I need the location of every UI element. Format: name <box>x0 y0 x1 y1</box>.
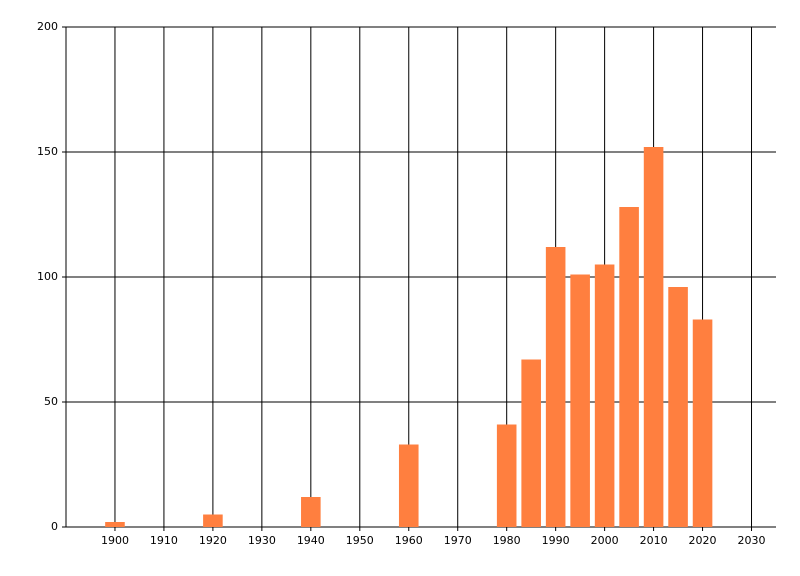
x-tick-label: 1910 <box>150 534 178 547</box>
bar <box>668 287 688 527</box>
bar <box>398 444 419 527</box>
x-tick-label: 1980 <box>493 534 521 547</box>
x-tick-label: 1940 <box>297 534 325 547</box>
x-tick-label: 1950 <box>346 534 374 547</box>
bar <box>521 359 541 527</box>
bar <box>301 497 321 527</box>
bar <box>545 247 566 527</box>
y-tick-label: 0 <box>51 520 58 533</box>
x-tick-label: 1920 <box>199 534 227 547</box>
y-tick-label: 150 <box>37 145 58 158</box>
bar <box>643 147 664 527</box>
bar <box>570 274 590 527</box>
x-tick-label: 2030 <box>738 534 766 547</box>
y-tick-label: 50 <box>44 395 58 408</box>
x-tick-label: 2020 <box>689 534 717 547</box>
x-tick-label: 2000 <box>591 534 619 547</box>
y-tick-label: 100 <box>37 270 58 283</box>
y-tick-label: 200 <box>37 20 58 33</box>
bar <box>619 207 639 527</box>
bar <box>105 522 125 527</box>
x-tick-label: 2010 <box>640 534 668 547</box>
bar <box>594 264 615 527</box>
x-tick-label: 1970 <box>444 534 472 547</box>
x-tick-label: 1930 <box>248 534 276 547</box>
bar <box>692 319 713 527</box>
x-tick-label: 1900 <box>101 534 129 547</box>
x-tick-label: 1990 <box>542 534 570 547</box>
bar <box>203 514 223 527</box>
x-tick-label: 1960 <box>395 534 423 547</box>
bar <box>496 424 517 527</box>
